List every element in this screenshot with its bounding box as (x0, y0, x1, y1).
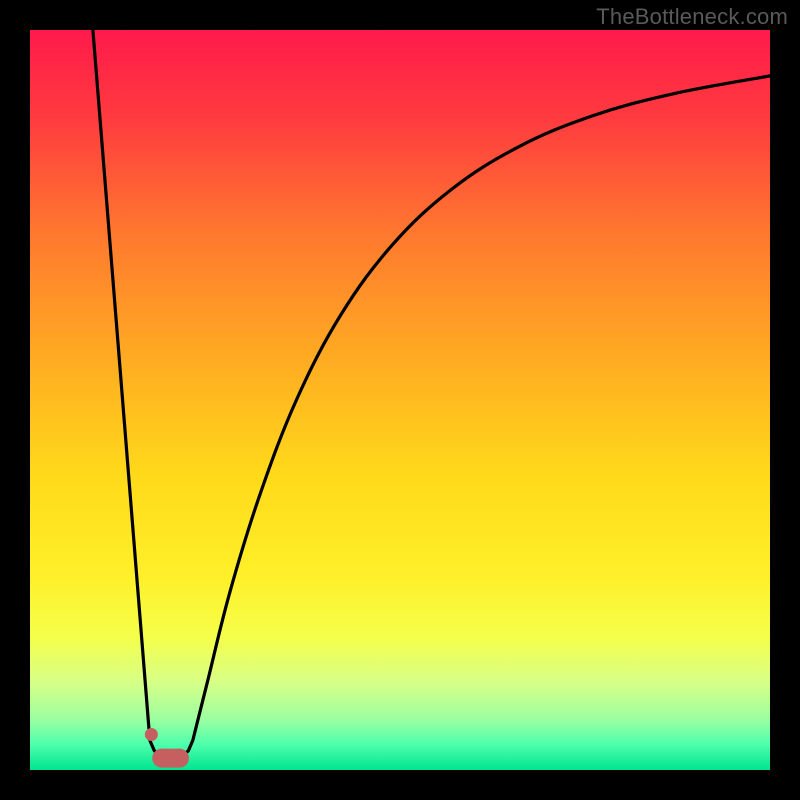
chart-frame: TheBottleneck.com (0, 0, 800, 800)
gradient-background (30, 30, 770, 770)
chart-svg (30, 30, 770, 770)
valley-lobe-right (170, 749, 189, 768)
valley-lobe-left (152, 749, 171, 768)
watermark-text: TheBottleneck.com (596, 4, 788, 30)
valley-dot (145, 728, 158, 741)
plot-area (30, 30, 770, 770)
